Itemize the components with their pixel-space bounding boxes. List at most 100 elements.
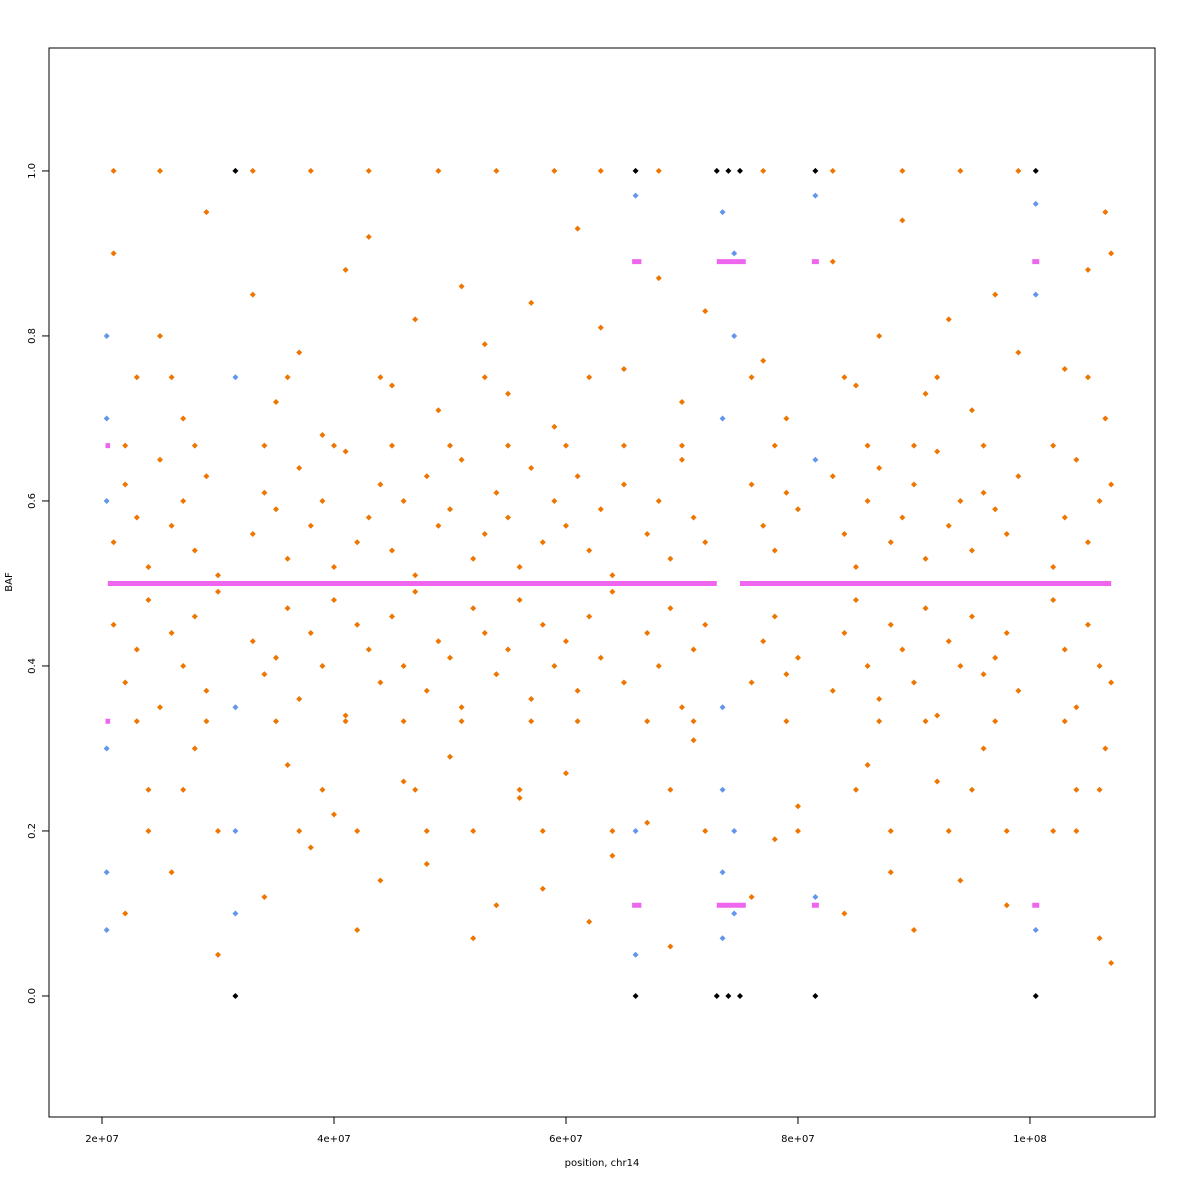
point <box>632 951 639 958</box>
point <box>203 718 210 725</box>
point <box>319 497 326 504</box>
point <box>690 737 697 744</box>
point <box>400 718 407 725</box>
point <box>330 563 337 570</box>
point <box>760 167 767 174</box>
point <box>562 522 569 529</box>
point <box>1084 374 1091 381</box>
point <box>539 827 546 834</box>
y-tick-label: 0.0 <box>27 988 38 1004</box>
point <box>586 613 593 620</box>
point <box>719 786 726 793</box>
point <box>980 442 987 449</box>
point <box>574 473 581 480</box>
point <box>528 718 535 725</box>
point <box>412 316 419 323</box>
point <box>296 695 303 702</box>
point <box>470 935 477 942</box>
point <box>307 522 314 529</box>
point <box>365 514 372 521</box>
point <box>667 943 674 950</box>
point <box>133 718 140 725</box>
point <box>435 407 442 414</box>
point <box>400 662 407 669</box>
point <box>934 778 941 785</box>
point <box>232 374 239 381</box>
point <box>157 332 164 339</box>
point <box>783 489 790 496</box>
y-axis-label: BAF <box>4 572 15 592</box>
point <box>945 316 952 323</box>
point <box>528 299 535 306</box>
point <box>655 167 662 174</box>
point <box>168 869 175 876</box>
point <box>934 374 941 381</box>
point <box>748 679 755 686</box>
point <box>968 786 975 793</box>
y-tick-label: 1.0 <box>27 163 38 179</box>
x-tick-label: 1e+08 <box>1013 1134 1047 1145</box>
point <box>876 464 883 471</box>
point <box>899 217 906 224</box>
point <box>864 442 871 449</box>
point <box>400 497 407 504</box>
point <box>731 910 738 917</box>
point <box>133 514 140 521</box>
point <box>168 629 175 636</box>
point <box>644 530 651 537</box>
point <box>992 506 999 513</box>
point <box>551 497 558 504</box>
point <box>342 712 349 719</box>
point <box>232 992 239 999</box>
point <box>342 718 349 725</box>
point <box>1096 497 1103 504</box>
point <box>794 803 801 810</box>
point <box>678 704 685 711</box>
point <box>539 539 546 546</box>
point <box>841 530 848 537</box>
point <box>330 442 337 449</box>
point <box>586 547 593 554</box>
point <box>168 522 175 529</box>
point <box>1032 167 1039 174</box>
point <box>690 514 697 521</box>
point <box>551 662 558 669</box>
point <box>319 662 326 669</box>
point <box>719 415 726 422</box>
point <box>481 374 488 381</box>
point <box>354 621 361 628</box>
point <box>272 398 279 405</box>
point <box>180 415 187 422</box>
point <box>1032 926 1039 933</box>
point <box>702 539 709 546</box>
point <box>597 506 604 513</box>
point <box>481 629 488 636</box>
point <box>1050 442 1057 449</box>
point <box>586 374 593 381</box>
point <box>731 827 738 834</box>
point <box>180 497 187 504</box>
point <box>609 588 616 595</box>
point <box>725 992 732 999</box>
point <box>1003 629 1010 636</box>
point <box>1102 415 1109 422</box>
point <box>215 588 222 595</box>
point <box>516 786 523 793</box>
point <box>377 374 384 381</box>
point <box>412 588 419 595</box>
point <box>910 926 917 933</box>
point <box>481 530 488 537</box>
point <box>110 621 117 628</box>
point <box>934 448 941 455</box>
point <box>203 473 210 480</box>
point <box>1096 935 1103 942</box>
point <box>377 481 384 488</box>
point <box>284 761 291 768</box>
point <box>470 827 477 834</box>
point <box>771 836 778 843</box>
point <box>719 209 726 216</box>
point <box>945 638 952 645</box>
point <box>644 718 651 725</box>
point <box>620 442 627 449</box>
